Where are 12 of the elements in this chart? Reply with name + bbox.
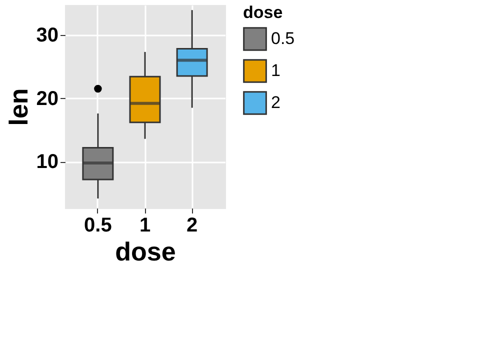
legend-label: 0.5 xyxy=(271,29,295,48)
y-tick-label: 20 xyxy=(36,88,58,110)
legend-label: 1 xyxy=(271,61,280,80)
x-tick-label: 0.5 xyxy=(84,214,112,236)
x-tick-label: 2 xyxy=(186,214,198,236)
x-tick-label: 1 xyxy=(139,214,151,236)
y-tick-label: 30 xyxy=(36,24,58,46)
legend-title: dose xyxy=(243,3,283,22)
x-axis-title: dose xyxy=(115,236,176,266)
y-tick-label: 10 xyxy=(36,151,58,174)
legend-label: 2 xyxy=(271,93,280,112)
y-axis-title: len xyxy=(3,88,34,126)
